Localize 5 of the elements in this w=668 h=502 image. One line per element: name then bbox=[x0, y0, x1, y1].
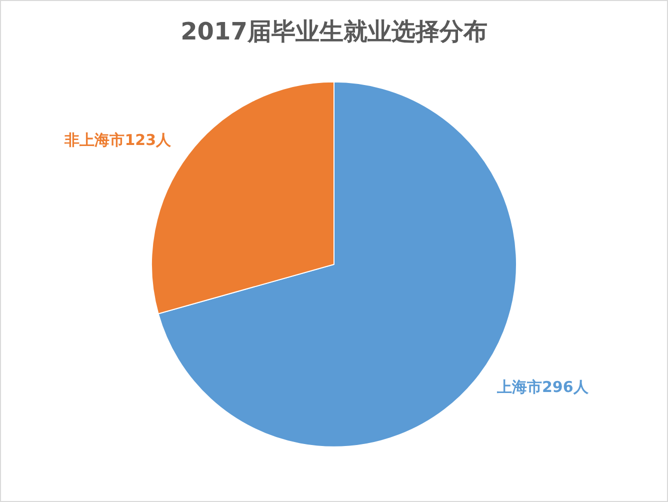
data-label: 123人 bbox=[124, 130, 172, 149]
chart-title: 2017届毕业生就业选择分布 bbox=[180, 18, 488, 46]
data-label: 296人 bbox=[542, 378, 590, 396]
slice-label: 非上海市 bbox=[64, 130, 125, 149]
slice-label: 上海市 bbox=[496, 378, 542, 396]
